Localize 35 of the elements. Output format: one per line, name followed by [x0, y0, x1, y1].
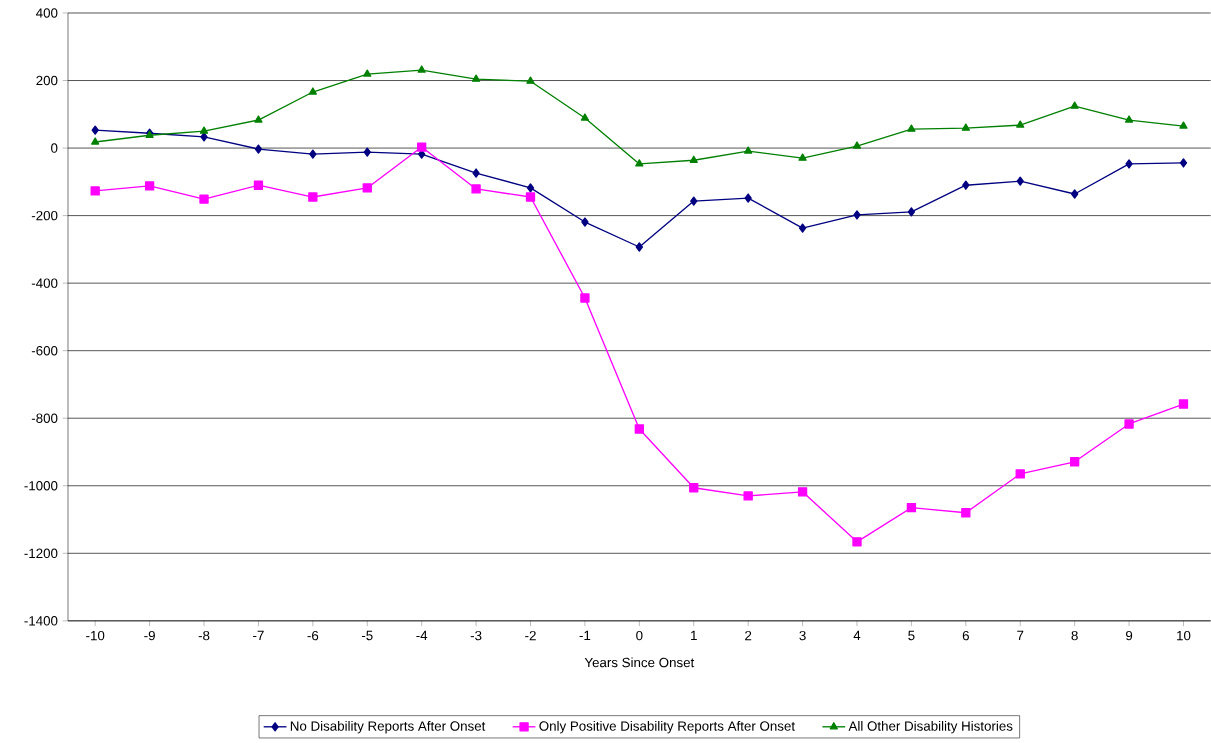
x-tick-label: -5 [361, 630, 373, 641]
y-tick-label: -800 [31, 413, 58, 424]
y-tick-label: -400 [31, 278, 58, 288]
x-tick-label: -6 [307, 630, 319, 641]
y-tick-label: 400 [36, 8, 58, 18]
x-axis-title: Years Since Onset [584, 657, 695, 668]
x-tick-label: -7 [253, 630, 264, 641]
x-tick-label: -9 [144, 630, 155, 641]
y-tick-label: -200 [31, 210, 58, 221]
x-tick-label: 10 [1177, 630, 1191, 641]
x-tick-label: -4 [416, 630, 428, 641]
y-tick-label: 0 [51, 143, 58, 153]
legend-label: Only Positive Disability Reports After Onset [539, 721, 795, 734]
y-tick-label: 200 [36, 75, 58, 86]
x-tick-label: 6 [962, 630, 969, 641]
y-tick-label: -1200 [24, 548, 58, 559]
legend-label: All Other Disability Histories [848, 721, 1013, 734]
x-tick-label: 5 [908, 630, 915, 641]
x-tick-label: 0 [636, 630, 643, 641]
x-tick-label: 7 [1017, 630, 1024, 641]
y-tick-label: -1400 [24, 616, 58, 626]
x-tick-label: 9 [1125, 630, 1133, 641]
x-tick-label: 3 [799, 630, 806, 641]
legend-label: No Disability Reports After Onset [290, 721, 486, 734]
x-tick-label: -10 [86, 630, 105, 641]
y-tick-label: -600 [31, 346, 58, 356]
y-tick-label: -1000 [24, 481, 58, 491]
x-tick-label: -3 [470, 630, 482, 641]
x-tick-label: 2 [745, 630, 752, 641]
x-tick-label: 8 [1071, 630, 1078, 641]
x-tick-label: 4 [853, 630, 861, 641]
x-tick-label: 1 [691, 630, 697, 641]
x-tick-label: -1 [579, 630, 591, 641]
x-tick-label: -2 [525, 630, 536, 641]
x-tick-label: -8 [198, 630, 210, 641]
